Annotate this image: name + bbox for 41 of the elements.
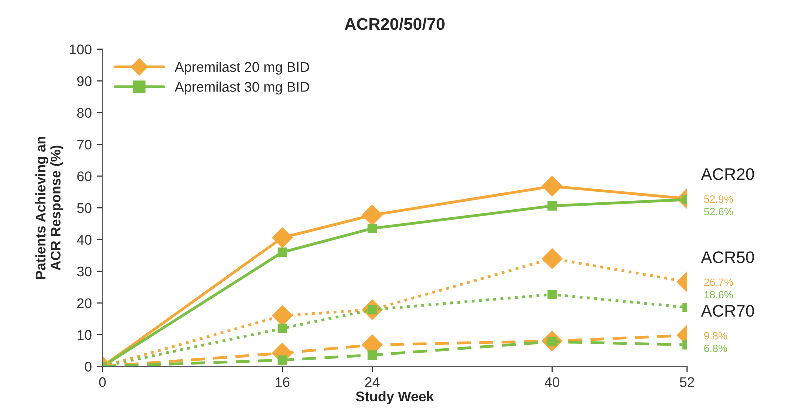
chart-title: ACR20/50/70	[344, 18, 445, 30]
y-tick-label: 100	[70, 44, 92, 55]
text: ACR20	[701, 168, 754, 180]
y-axis-title: Patients Achieving an ACR Response (%)	[36, 137, 64, 280]
y-tick-label: 60	[78, 172, 92, 182]
y-tick-label: 10	[78, 330, 92, 340]
legend-label: Apremilast 20 mg BID	[174, 62, 310, 75]
y-tick-label: 40	[77, 235, 92, 245]
text: ACR50	[701, 252, 754, 264]
data-label: 52.9%	[704, 196, 734, 204]
point	[542, 248, 563, 270]
point	[278, 356, 288, 366]
point	[278, 324, 288, 334]
point	[368, 350, 378, 360]
point	[362, 205, 383, 226]
data-label: 9.8%	[704, 332, 728, 340]
text: ACR70	[701, 305, 754, 318]
point	[278, 248, 288, 258]
x-tick-label: 16	[276, 377, 290, 388]
y-tick-label: 20	[78, 298, 92, 308]
x-tick-label: 0	[99, 377, 106, 388]
x-tick-label: 40	[544, 377, 560, 388]
y-tick-label: 70	[78, 140, 92, 150]
y-tick-label: 90	[77, 76, 92, 86]
y-tick-label: 50	[77, 203, 92, 214]
y-tick-label: 80	[77, 108, 92, 118]
point	[548, 201, 558, 211]
point	[272, 228, 293, 248]
legend-label: Apremilast 30 mg BID	[174, 82, 310, 95]
x-tick-label: 24	[365, 377, 380, 388]
point	[542, 176, 563, 197]
x-axis-title: Study Week	[356, 391, 434, 404]
y-tick-label: 0	[85, 362, 92, 372]
data-label: 26.7%	[704, 278, 734, 286]
data-label: 52.6%	[704, 208, 734, 216]
x-tick-label: 52	[680, 377, 694, 388]
point	[368, 224, 378, 234]
point	[548, 290, 558, 300]
y-tick-label: 30	[77, 266, 92, 277]
data-label: 6.8%	[704, 344, 728, 352]
data-label: 18.6%	[704, 291, 734, 299]
